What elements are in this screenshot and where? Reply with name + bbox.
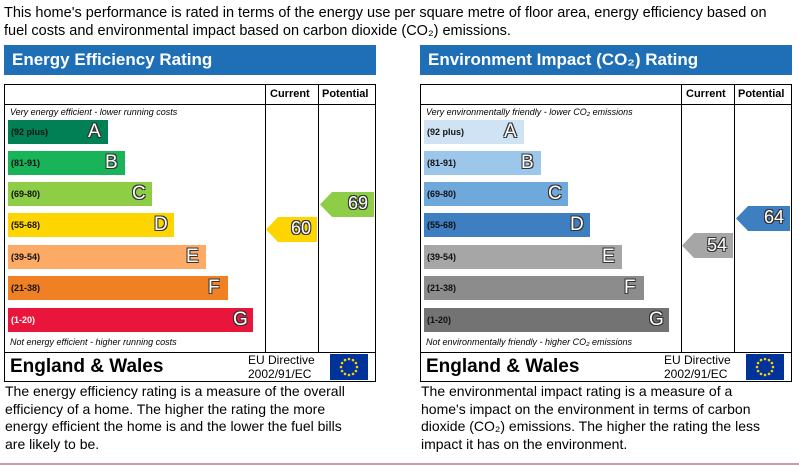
title-bar bbox=[4, 45, 376, 75]
region: England & Wales bbox=[10, 356, 164, 377]
band bbox=[8, 245, 206, 269]
title-bar bbox=[420, 45, 792, 75]
intro-line: fuel costs and environmental impact base… bbox=[4, 23, 511, 39]
arrow-shape bbox=[682, 233, 733, 258]
description-line: impact it has on the environment. bbox=[421, 435, 628, 452]
description-line: dioxide (CO₂) emissions. The higher the … bbox=[421, 418, 761, 434]
current-arrow bbox=[682, 233, 733, 258]
band bbox=[424, 213, 590, 237]
top-note: Very environmentally friendly - lower CO… bbox=[426, 107, 633, 117]
band bbox=[424, 308, 669, 332]
potential-arrow bbox=[320, 191, 374, 217]
column-header: Current bbox=[270, 88, 310, 100]
eu-flag bbox=[330, 354, 368, 380]
bottom-note: Not energy efficient - higher running co… bbox=[10, 337, 177, 347]
column-line bbox=[734, 84, 735, 352]
arrow-shape bbox=[266, 216, 317, 242]
band-range: (21-38) bbox=[11, 283, 41, 293]
band bbox=[424, 245, 622, 269]
footer-line bbox=[4, 352, 376, 353]
column-line bbox=[318, 84, 319, 352]
band-range: (81-91) bbox=[11, 158, 41, 168]
potential-arrow bbox=[736, 205, 790, 231]
current-value: 54 bbox=[707, 234, 728, 255]
band bbox=[8, 213, 174, 237]
arrow-shape bbox=[320, 191, 374, 217]
bottom-rule bbox=[0, 463, 799, 465]
flag-graphic bbox=[746, 354, 784, 380]
header-line bbox=[4, 104, 376, 105]
panel-title: Energy Efficiency Rating bbox=[12, 50, 213, 69]
description-line: efficiency of a home. The higher the rat… bbox=[5, 400, 326, 417]
band-range: (39-54) bbox=[11, 252, 41, 262]
band-letter: C bbox=[548, 183, 562, 204]
directive-code: 2002/91/EC bbox=[664, 367, 728, 381]
header-line bbox=[420, 104, 792, 105]
band-range: (69-80) bbox=[11, 189, 41, 199]
arrow-shape bbox=[736, 205, 790, 231]
band bbox=[8, 120, 108, 144]
potential-value: 64 bbox=[764, 207, 785, 227]
eu-flag bbox=[746, 354, 784, 380]
band-range: (92 plus) bbox=[427, 127, 465, 137]
column-header: Potential bbox=[322, 88, 369, 100]
band-letter: A bbox=[504, 121, 517, 142]
band-range: (92 plus) bbox=[11, 127, 49, 137]
band-range: (39-54) bbox=[427, 252, 457, 262]
column-header: Current bbox=[686, 88, 726, 100]
top-note: Very energy efficient - lower running co… bbox=[10, 107, 178, 117]
description-line: home's impact on the environment in term… bbox=[421, 400, 751, 417]
band-letter: E bbox=[186, 246, 199, 267]
description-line: The energy efficiency rating is a measur… bbox=[5, 383, 345, 399]
directive-code: 2002/91/EC bbox=[248, 367, 312, 381]
description-line: are likely to be. bbox=[5, 435, 100, 452]
band-letter: F bbox=[208, 277, 220, 298]
band-letter: E bbox=[602, 246, 615, 267]
band bbox=[424, 120, 524, 144]
band-range: (55-68) bbox=[427, 220, 457, 230]
band bbox=[424, 276, 644, 300]
band-range: (21-38) bbox=[427, 283, 457, 293]
band-letter: B bbox=[521, 152, 534, 173]
directive: EU Directive bbox=[664, 353, 731, 367]
band bbox=[8, 308, 253, 332]
footer-line bbox=[420, 352, 792, 353]
intro-line: This home's performance is rated in term… bbox=[4, 5, 767, 21]
band-letter: D bbox=[154, 214, 168, 235]
panel-title: Environment Impact (CO₂) Rating bbox=[428, 50, 699, 69]
band-letter: F bbox=[624, 277, 636, 298]
column-line bbox=[681, 84, 682, 352]
region: England & Wales bbox=[426, 356, 580, 377]
column-header: Potential bbox=[738, 88, 785, 100]
description-line: The environmental impact rating is a mea… bbox=[421, 383, 733, 399]
band-letter: D bbox=[570, 214, 584, 235]
flag-graphic bbox=[330, 354, 368, 380]
current-arrow bbox=[266, 216, 317, 242]
potential-value: 69 bbox=[348, 193, 369, 214]
directive: EU Directive bbox=[248, 353, 315, 367]
band bbox=[8, 276, 228, 300]
description-line: energy efficient the home is and the low… bbox=[5, 418, 342, 434]
band bbox=[424, 182, 568, 206]
band bbox=[8, 182, 152, 206]
band-letter: G bbox=[233, 309, 248, 330]
rating-box bbox=[4, 84, 376, 382]
bottom-note: Not environmentally friendly - higher CO… bbox=[426, 337, 633, 347]
band bbox=[8, 151, 125, 175]
band-letter: A bbox=[88, 121, 101, 142]
band-range: (81-91) bbox=[427, 158, 457, 168]
rating-box bbox=[420, 84, 792, 382]
band-range: (1-20) bbox=[11, 315, 36, 325]
band-range: (1-20) bbox=[427, 315, 452, 325]
band-range: (69-80) bbox=[427, 189, 457, 199]
current-value: 60 bbox=[291, 218, 312, 238]
band-letter: G bbox=[649, 309, 664, 330]
column-line bbox=[265, 84, 266, 352]
band-letter: B bbox=[105, 152, 118, 173]
band-letter: C bbox=[132, 183, 146, 204]
band bbox=[424, 151, 541, 175]
band-range: (55-68) bbox=[11, 220, 41, 230]
